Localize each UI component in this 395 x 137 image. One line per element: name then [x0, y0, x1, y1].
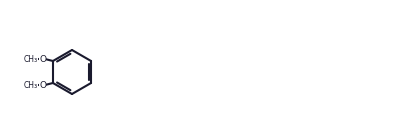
Text: CH₃: CH₃	[24, 81, 38, 89]
Text: O: O	[40, 81, 47, 89]
Text: O: O	[40, 55, 47, 64]
Text: CH₃: CH₃	[24, 55, 38, 64]
